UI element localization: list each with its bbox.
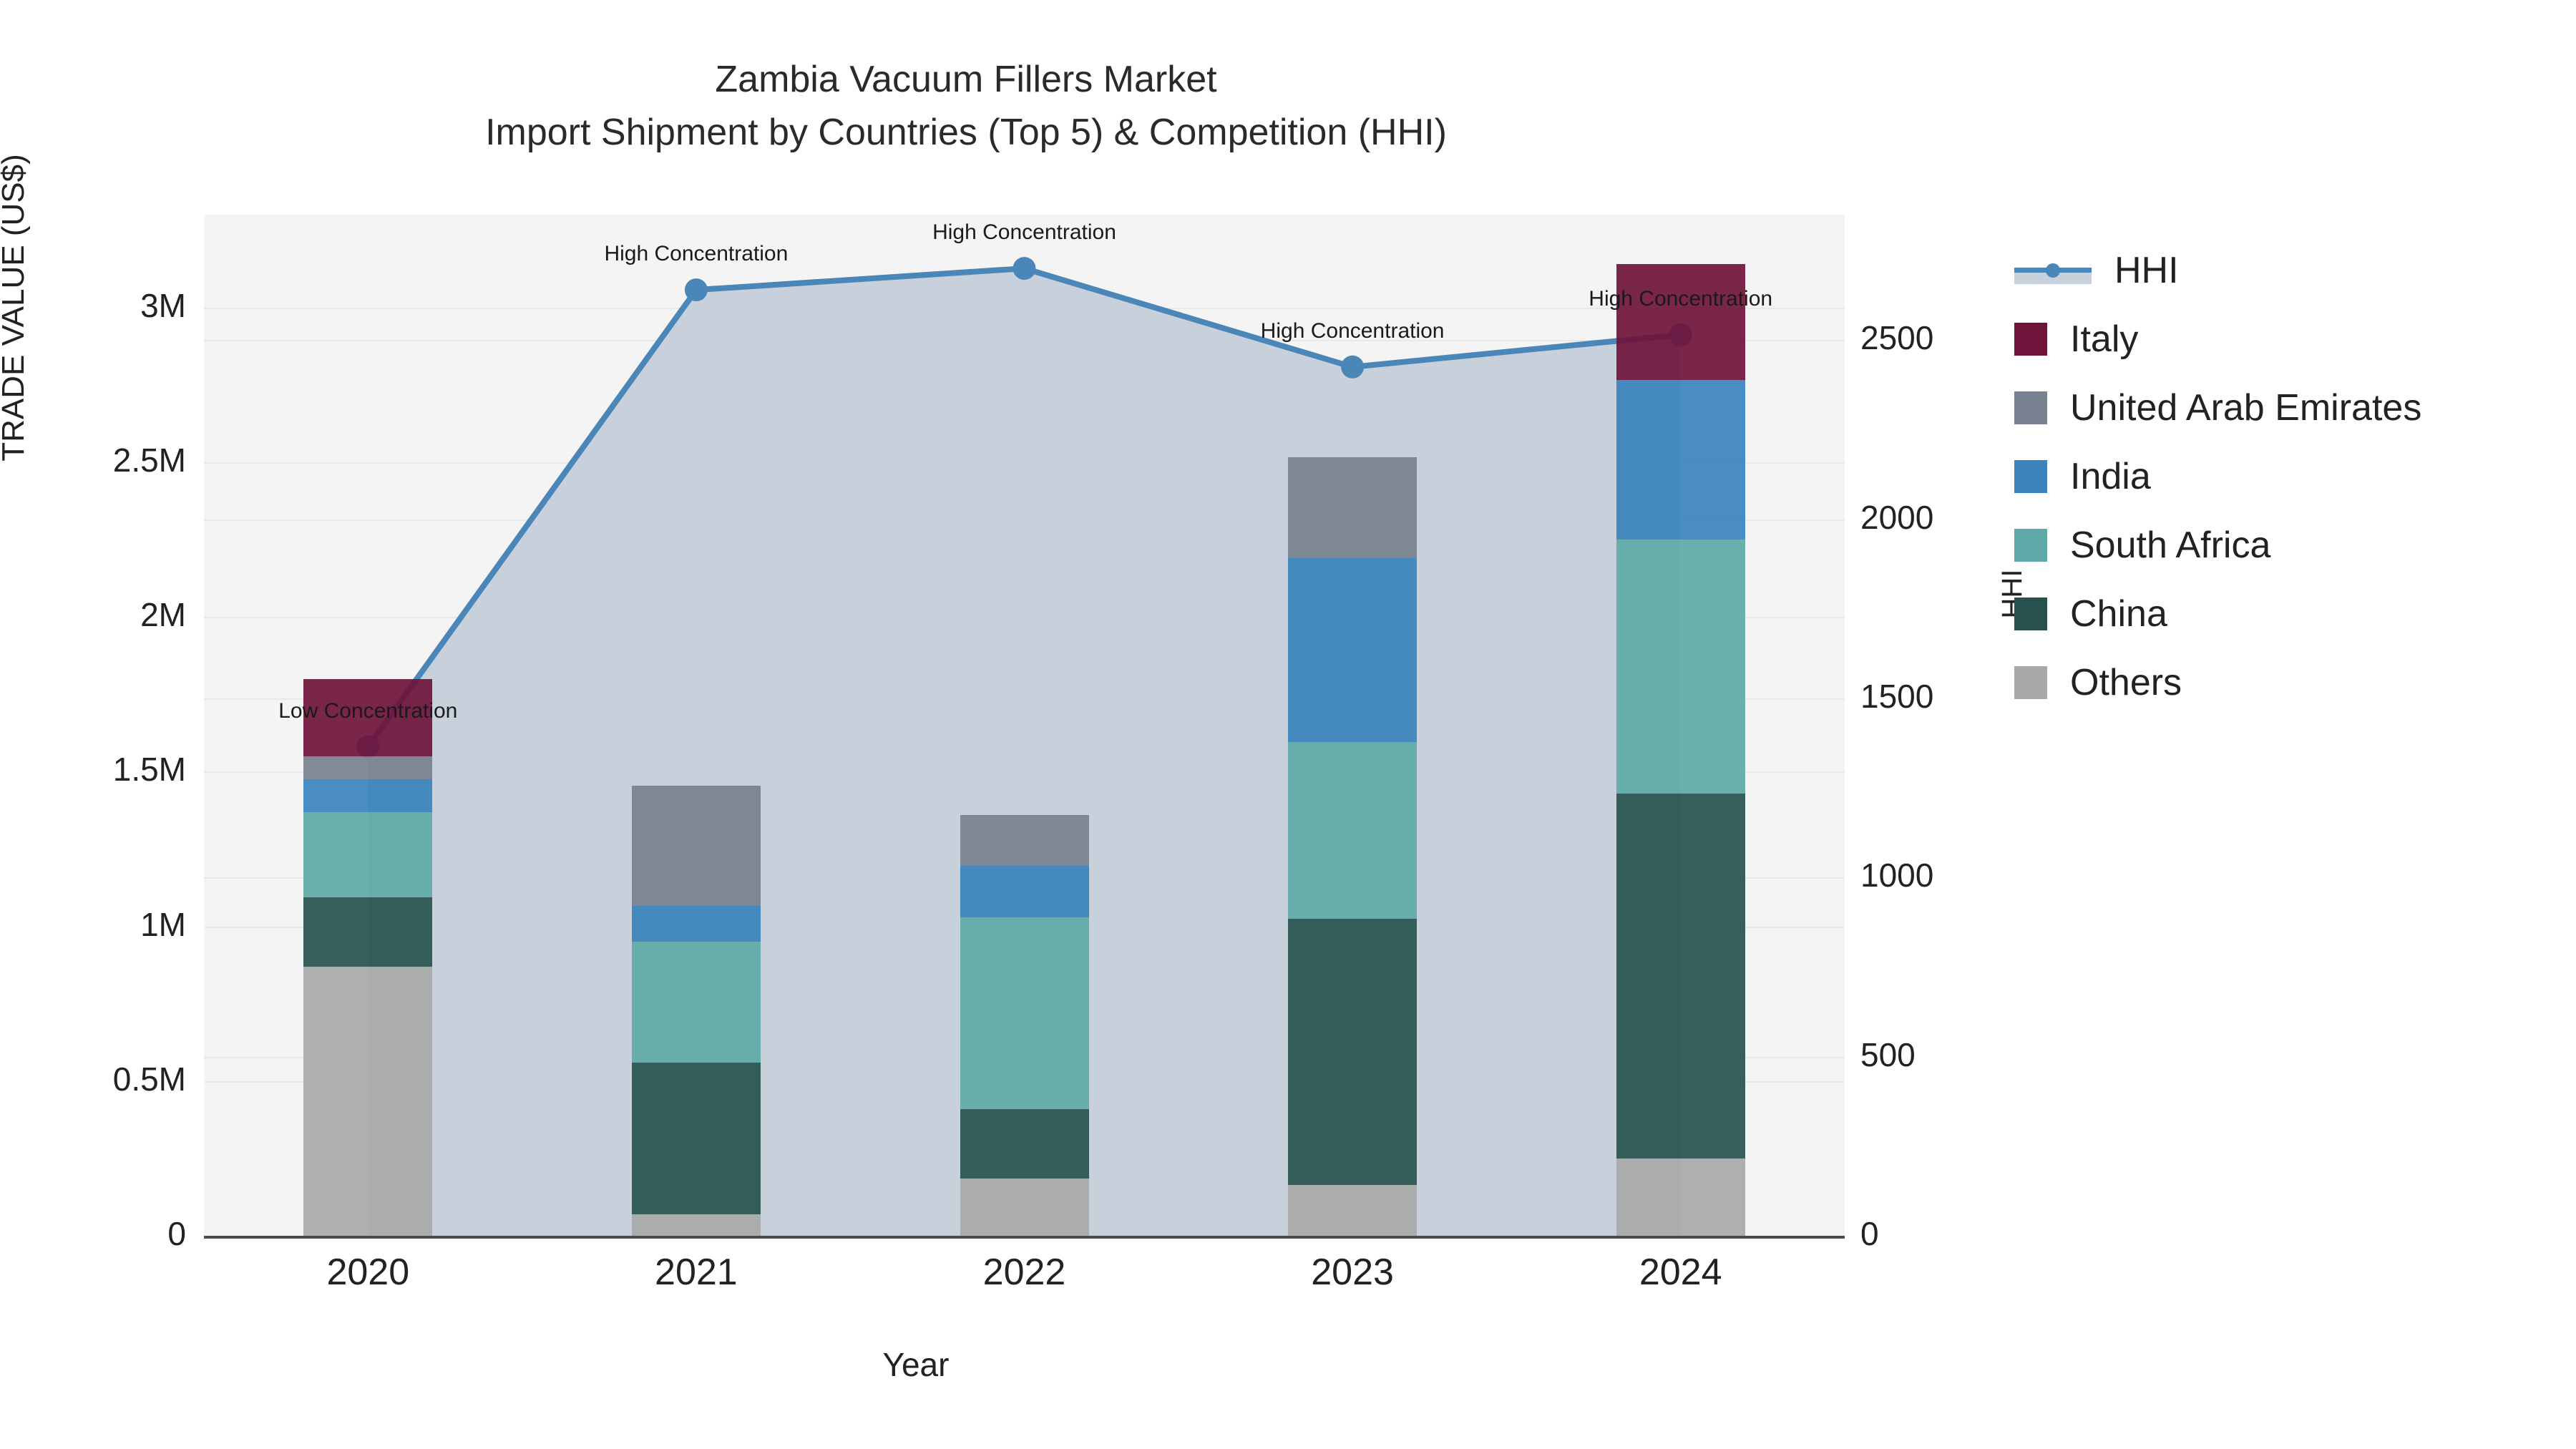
x-tick-label: 2024	[1639, 1252, 1722, 1293]
y-tick-label-right: 1500	[1860, 677, 1934, 715]
hhi-annotation: High Concentration	[1260, 318, 1445, 343]
bar-segment[interactable]	[1288, 918, 1418, 1185]
legend-item-label: HHI	[2114, 250, 2179, 291]
legend: HHI Italy United Arab Emirates India South A…	[2014, 236, 2558, 717]
y-tick-label-left: 1M	[140, 905, 186, 943]
y-tick-label-left: 1.5M	[112, 751, 186, 789]
bar-segment[interactable]	[960, 917, 1089, 1109]
chart-title: Zambia Vacuum Fillers Market	[715, 59, 1217, 100]
legend-item-hhi[interactable]: HHI	[2014, 236, 2558, 305]
legend-line-icon	[2014, 254, 2092, 287]
bar-stack[interactable]	[631, 785, 761, 1236]
bar-segment[interactable]	[631, 1214, 761, 1236]
legend-swatch-icon	[2014, 391, 2047, 424]
legend-item-india[interactable]: India	[2014, 442, 2558, 511]
legend-item-others[interactable]: Others	[2014, 648, 2558, 717]
bar-stack[interactable]	[1616, 264, 1745, 1236]
x-tick-label: 2021	[655, 1252, 738, 1293]
bar-segment[interactable]	[1288, 457, 1418, 558]
y-tick-label-left: 2.5M	[112, 441, 186, 479]
legend-swatch-icon	[2014, 460, 2047, 493]
bar-segment[interactable]	[303, 897, 433, 967]
x-axis-title: Year	[882, 1346, 950, 1383]
y-tick-label-right: 1000	[1860, 857, 1934, 894]
bar-segment[interactable]	[1616, 540, 1745, 794]
hhi-annotation: High Concentration	[604, 242, 789, 266]
hhi-annotation: High Concentration	[1589, 286, 1773, 311]
chart-title-block: Zambia Vacuum Fillers Market Import Ship…	[0, 54, 1932, 160]
chart-subtitle: Import Shipment by Countries (Top 5) & C…	[485, 111, 1447, 153]
x-axis-line	[204, 1236, 1845, 1239]
bar-segment[interactable]	[303, 678, 433, 756]
legend-item-china[interactable]: China	[2014, 580, 2558, 648]
hhi-marker[interactable]	[684, 278, 708, 302]
legend-item-label: United Arab Emirates	[2070, 387, 2422, 429]
bar-segment[interactable]	[303, 811, 433, 897]
bar-segment[interactable]	[1616, 793, 1745, 1158]
bar-segment[interactable]	[1288, 1184, 1418, 1236]
bar-segment[interactable]	[1288, 742, 1418, 919]
x-tick-label: 2020	[326, 1252, 410, 1293]
bar-segment[interactable]	[303, 966, 433, 1236]
hhi-annotation: Low Concentration	[278, 698, 458, 723]
bar-segment[interactable]	[1616, 264, 1745, 381]
bar-segment[interactable]	[960, 1108, 1089, 1179]
bar-segment[interactable]	[631, 1062, 761, 1214]
bar-stack[interactable]	[960, 814, 1089, 1236]
bar-segment[interactable]	[960, 866, 1089, 917]
bar-segment[interactable]	[960, 1179, 1089, 1236]
bar-segment[interactable]	[631, 906, 761, 942]
hhi-marker[interactable]	[1013, 257, 1036, 280]
y-tick-label-right: 0	[1860, 1215, 1879, 1252]
bar-segment[interactable]	[1616, 380, 1745, 540]
bar-segment[interactable]	[1288, 558, 1418, 743]
legend-item-label: China	[2070, 593, 2167, 635]
legend-item-label: Italy	[2070, 318, 2139, 360]
y-tick-label-left: 0	[167, 1215, 186, 1252]
bar-segment[interactable]	[960, 814, 1089, 867]
legend-swatch-icon	[2014, 597, 2047, 630]
y-tick-label-right: 2500	[1860, 319, 1934, 357]
y-tick-label-left: 3M	[140, 286, 186, 324]
bar-segment[interactable]	[303, 756, 433, 780]
x-tick-label: 2022	[982, 1252, 1066, 1293]
bar-segment[interactable]	[1616, 1158, 1745, 1236]
y-tick-label-left: 0.5M	[112, 1060, 186, 1098]
legend-swatch-icon	[2014, 666, 2047, 699]
bar-segment[interactable]	[303, 779, 433, 812]
bar-stack[interactable]	[303, 678, 433, 1236]
bar-segment[interactable]	[631, 942, 761, 1063]
legend-item-label: South Africa	[2070, 525, 2271, 566]
x-tick-label: 2023	[1311, 1252, 1394, 1293]
bar-stack[interactable]	[1288, 457, 1418, 1236]
hhi-marker[interactable]	[1341, 355, 1365, 379]
y-tick-label-right: 2000	[1860, 498, 1934, 536]
legend-swatch-icon	[2014, 323, 2047, 356]
bar-segment[interactable]	[631, 785, 761, 907]
hhi-annotation: High Concentration	[932, 220, 1116, 245]
legend-item-south-africa[interactable]: South Africa	[2014, 511, 2558, 580]
legend-item-united-arab-emirates[interactable]: United Arab Emirates	[2014, 374, 2558, 442]
legend-item-italy[interactable]: Italy	[2014, 305, 2558, 374]
y-tick-label-right: 500	[1860, 1035, 1916, 1073]
plot-area: Low Concentration High Concentration High …	[204, 215, 1845, 1237]
legend-swatch-icon	[2014, 529, 2047, 562]
legend-item-label: Others	[2070, 662, 2182, 703]
legend-item-label: India	[2070, 456, 2151, 497]
y-tick-label-left: 2M	[140, 596, 186, 634]
